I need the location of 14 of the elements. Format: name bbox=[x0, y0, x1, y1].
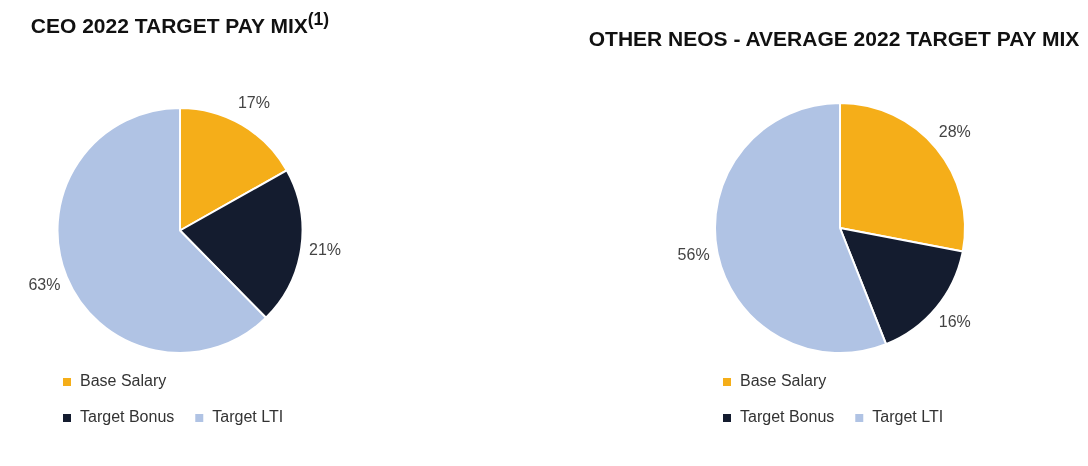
legend-label: Target LTI bbox=[872, 408, 944, 426]
data-label: 21% bbox=[309, 241, 342, 259]
legend-label: Target Bonus bbox=[80, 408, 175, 426]
data-label: 28% bbox=[938, 123, 971, 141]
data-label: 56% bbox=[677, 246, 710, 264]
data-label: 63% bbox=[28, 276, 61, 294]
chart-title: OTHER NEOS - AVERAGE 2022 TARGET PAY MIX bbox=[587, 26, 1081, 52]
legend-label: Base Salary bbox=[80, 372, 167, 390]
data-label: 16% bbox=[938, 313, 971, 331]
legend-label: Target Bonus bbox=[740, 408, 835, 426]
legend-label: Target LTI bbox=[212, 408, 284, 426]
legend-label: Base Salary bbox=[740, 372, 827, 390]
data-label: 17% bbox=[237, 94, 270, 112]
chart-title: CEO 2022 TARGET PAY MIX$^{(1)}$ bbox=[29, 8, 331, 39]
